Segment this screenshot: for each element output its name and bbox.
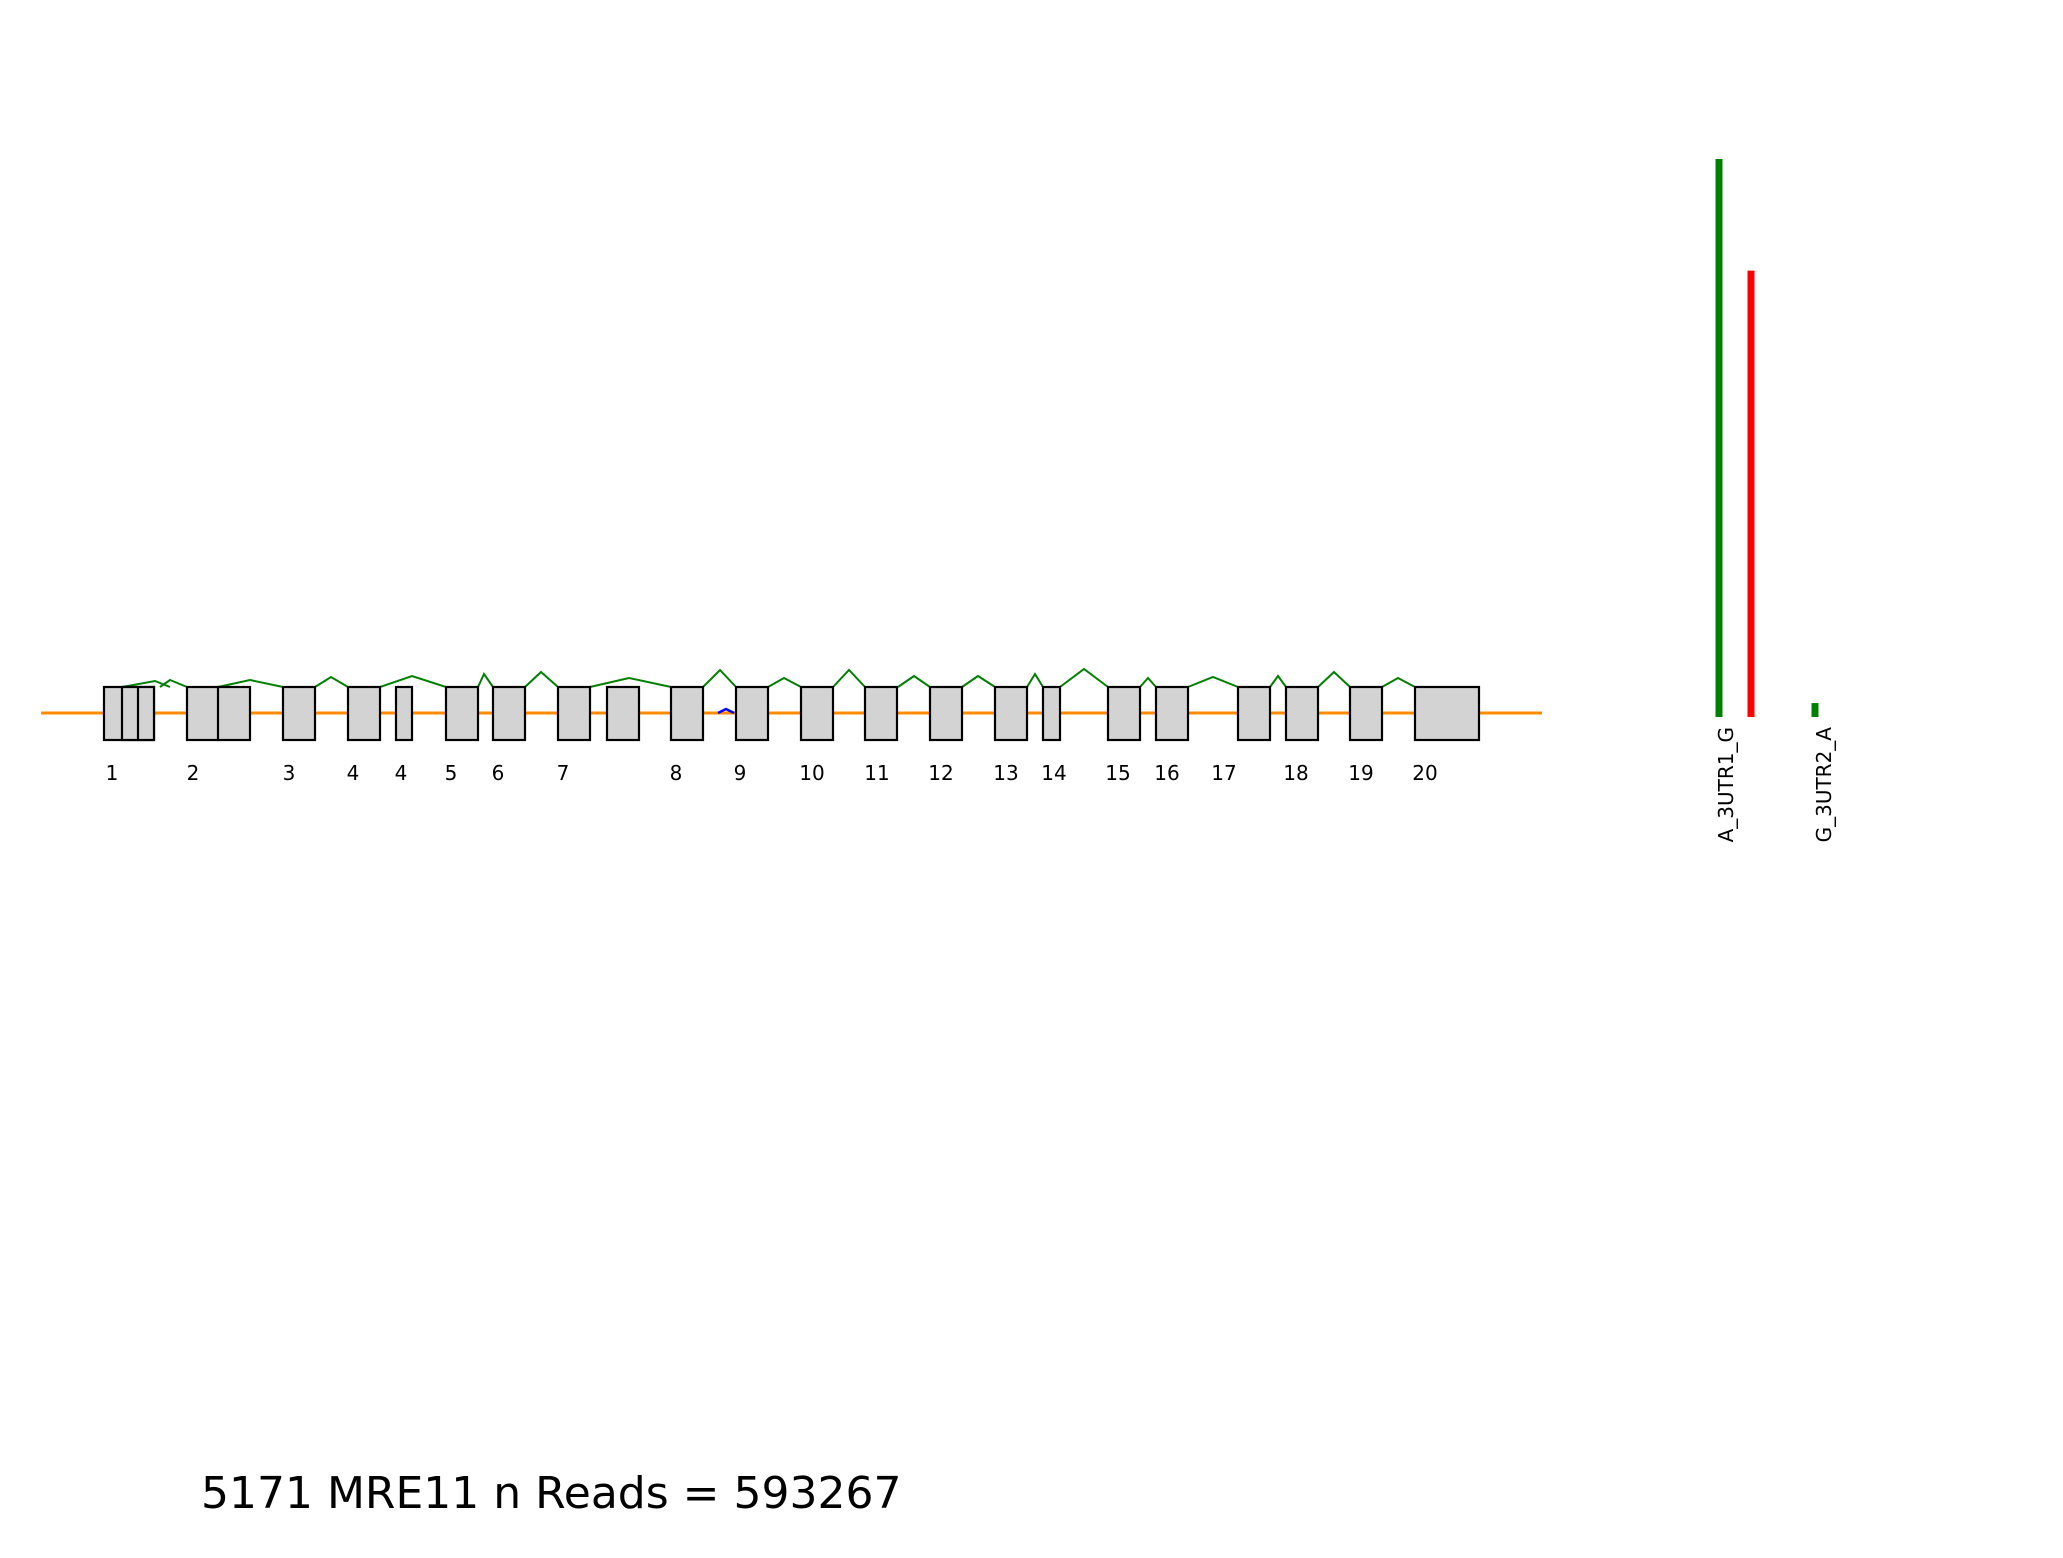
exon-box — [734, 685, 770, 742]
exon-box — [1154, 685, 1190, 742]
exon-label-20: 20 — [1412, 761, 1437, 785]
exon-label-7: 7 — [557, 761, 570, 785]
utr1-label: A_3UTR1_G — [1714, 727, 1738, 842]
exon-box — [1413, 685, 1481, 742]
junction-arc — [314, 675, 349, 688]
exon-label-19: 19 — [1348, 761, 1373, 785]
junction-arc — [1317, 670, 1351, 688]
exon-label-4b: 4 — [395, 761, 408, 785]
exon-labels: 1 2 3 4 4 5 6 7 8 9 10 11 12 13 14 15 16… — [106, 761, 1438, 785]
exon-label-12: 12 — [928, 761, 953, 785]
exon-box — [993, 685, 1029, 742]
exon-label-3: 3 — [283, 761, 296, 785]
exon-label-15: 15 — [1105, 761, 1130, 785]
exon-label-9: 9 — [734, 761, 747, 785]
exon-label-5: 5 — [445, 761, 458, 785]
exon-label-16: 16 — [1154, 761, 1179, 785]
exon-box — [491, 685, 527, 742]
exon-label-2: 2 — [187, 761, 200, 785]
figure-caption: 5171 MRE11 n Reads = 593267 — [201, 1468, 901, 1519]
exon-box — [444, 685, 480, 742]
junction-arc — [477, 671, 494, 688]
exon-label-18: 18 — [1283, 761, 1308, 785]
exon-boxes — [102, 685, 1481, 742]
exon-box — [1284, 685, 1320, 742]
junction-arc — [217, 678, 284, 688]
exon-label-11: 11 — [864, 761, 889, 785]
junction-arc — [1026, 672, 1044, 688]
junction-arc — [702, 668, 737, 688]
junction-arc — [589, 676, 672, 688]
utr2-label: G_3UTR2_A — [1812, 727, 1836, 843]
junction-arc — [1381, 676, 1416, 688]
exon-box — [1236, 685, 1272, 742]
exon-box — [1041, 685, 1062, 742]
exon-box — [394, 685, 414, 742]
junction-arc — [379, 674, 447, 688]
junction-arc — [767, 676, 802, 688]
exon-box — [136, 685, 156, 742]
junction-arc — [159, 678, 188, 688]
exon-label-1: 1 — [106, 761, 119, 785]
exon-label-6: 6 — [492, 761, 505, 785]
exon-box — [185, 685, 221, 742]
splice-junctions — [121, 667, 1416, 715]
junction-arc — [1187, 675, 1239, 688]
junction-arc — [897, 674, 931, 688]
exon-box — [556, 685, 592, 742]
exon-box — [863, 685, 899, 742]
junction-arc — [1059, 667, 1109, 688]
exon-box — [605, 685, 641, 742]
junction-arc — [524, 670, 559, 688]
exon-box — [216, 685, 252, 742]
exon-box — [669, 685, 705, 742]
junction-arc — [1139, 676, 1157, 688]
exon-box — [1106, 685, 1142, 742]
junction-arc — [121, 679, 171, 688]
junction-arc — [961, 674, 996, 688]
exon-label-13: 13 — [993, 761, 1018, 785]
exon-label-4: 4 — [347, 761, 360, 785]
junction-arc — [1269, 674, 1287, 688]
utr-usage-bars: A_3UTR1_G G_3UTR2_A — [1714, 159, 1836, 842]
exon-label-17: 17 — [1211, 761, 1236, 785]
exon-box — [799, 685, 835, 742]
exon-box — [928, 685, 964, 742]
exon-box — [346, 685, 382, 742]
exon-box — [1348, 685, 1384, 742]
junction-arc — [832, 668, 866, 688]
exon-label-14: 14 — [1041, 761, 1066, 785]
exon-label-10: 10 — [799, 761, 824, 785]
exon-box — [281, 685, 317, 742]
exon-label-8: 8 — [670, 761, 683, 785]
junction-arc-alt — [717, 707, 735, 715]
